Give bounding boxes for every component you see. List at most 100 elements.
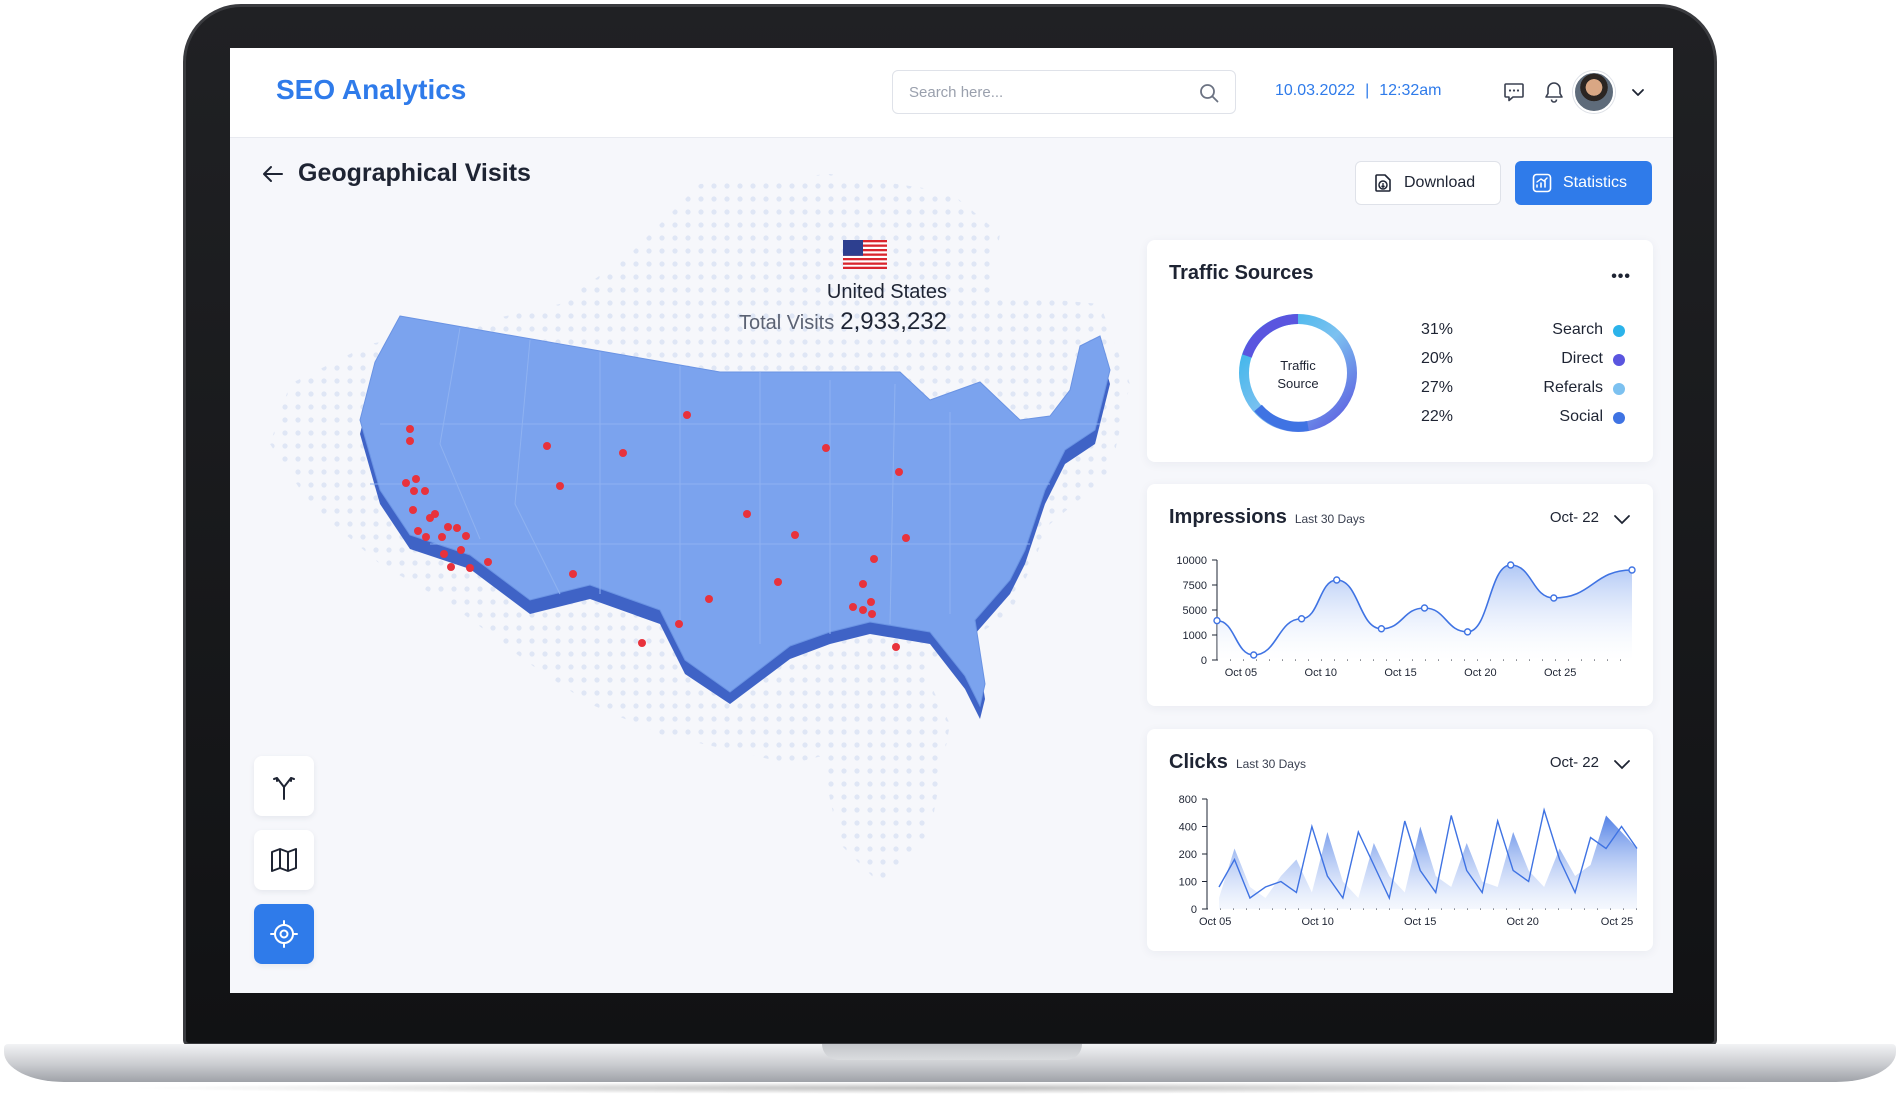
map-marker[interactable] [412, 475, 420, 483]
impressions-point[interactable] [1377, 625, 1386, 633]
impressions-point[interactable] [1550, 594, 1558, 602]
chevron-down-icon[interactable] [1613, 756, 1631, 772]
impressions-point[interactable] [1628, 566, 1636, 574]
map-marker[interactable] [743, 510, 751, 518]
map-marker[interactable] [453, 524, 461, 532]
map-marker[interactable] [774, 578, 782, 586]
impressions-point[interactable] [1333, 576, 1341, 584]
legend-pct: 31% [1421, 321, 1454, 338]
traffic-sources-card: Traffic Sources ••• Traffic Source 31% Se… [1147, 240, 1653, 462]
impressions-point[interactable] [1297, 615, 1306, 623]
map-marker[interactable] [421, 487, 429, 495]
map-marker[interactable] [619, 449, 627, 457]
impressions-point[interactable] [1250, 651, 1258, 659]
date-time: 10.03.2022 | 12:32am [1275, 82, 1442, 100]
clicks-area [1219, 815, 1637, 909]
laptop-notch [822, 1044, 1082, 1060]
legend-dot [1613, 354, 1625, 366]
legend-label: Search [1552, 321, 1603, 338]
map-marker[interactable] [859, 606, 867, 614]
legend-label: Social [1559, 408, 1603, 425]
chat-icon[interactable] [1502, 80, 1526, 104]
clicks-chart: 0 100 200 400 800 Oct 05 Oct 10 Oct 15 Oct 20 Oct… [1179, 794, 1638, 928]
map-marker[interactable] [466, 564, 474, 572]
map-marker[interactable] [409, 506, 417, 514]
bell-icon[interactable] [1542, 80, 1566, 104]
date-time-separator: | [1365, 82, 1370, 99]
legend-dot [1613, 412, 1625, 424]
y-tick-label: 200 [1179, 849, 1197, 861]
map-marker[interactable] [705, 595, 713, 603]
legend-label: Referals [1543, 379, 1603, 396]
total-visits-label: Total Visits [738, 312, 835, 334]
map-marker[interactable] [438, 533, 446, 541]
clicks-card: Clicks Last 30 Days Oct- 22 0 100 200 400 800… [1147, 729, 1653, 951]
map-marker[interactable] [683, 411, 691, 419]
state-borders [370, 327, 1100, 644]
map-marker[interactable] [444, 523, 452, 531]
x-tick-label: Oct 25 [1544, 667, 1576, 679]
map-marker[interactable] [440, 550, 448, 558]
back-arrow-icon[interactable] [262, 164, 284, 184]
download-button[interactable]: Download [1355, 161, 1501, 205]
chevron-down-icon[interactable] [1613, 511, 1631, 527]
route-icon [273, 777, 295, 800]
impressions-title: Impressions Last 30 Days [1169, 506, 1365, 529]
map-view-button[interactable] [254, 830, 314, 890]
clicks-title: Clicks Last 30 Days [1169, 751, 1306, 774]
map-marker[interactable] [422, 533, 430, 541]
laptop-shadow [120, 1082, 1780, 1094]
map-marker[interactable] [410, 487, 418, 495]
map-marker[interactable] [484, 558, 492, 566]
impressions-chart: 0 1000 5000 7500 10000 Oct 05 Oct 10 Oct 15 Oct … [1176, 555, 1636, 679]
map-marker[interactable] [556, 482, 564, 490]
map-marker[interactable] [431, 510, 439, 518]
statistics-button[interactable]: Statistics [1515, 161, 1652, 205]
map-marker[interactable] [638, 639, 646, 647]
map-marker[interactable] [791, 531, 799, 539]
search-input[interactable] [909, 81, 1189, 103]
x-tick-label: Oct 20 [1506, 916, 1538, 928]
map-marker[interactable] [569, 570, 577, 578]
page-title: Geographical Visits [298, 159, 531, 187]
map-marker[interactable] [406, 437, 414, 445]
map-marker[interactable] [902, 534, 910, 542]
avatar[interactable] [1573, 71, 1615, 113]
clicks-month[interactable]: Oct- 22 [1549, 754, 1599, 771]
map-marker[interactable] [859, 580, 867, 588]
map-marker[interactable] [870, 555, 878, 563]
visit-markers [402, 411, 910, 651]
country-name: United States [826, 281, 947, 303]
map-marker[interactable] [867, 598, 875, 606]
chevron-down-icon[interactable] [1630, 84, 1646, 100]
usa-map [359, 315, 1111, 719]
map-marker[interactable] [892, 643, 900, 651]
map-marker[interactable] [414, 527, 422, 535]
impressions-point[interactable] [1213, 616, 1221, 625]
impressions-point[interactable] [1506, 561, 1515, 569]
search-icon[interactable] [1199, 83, 1219, 103]
more-options-icon[interactable]: ••• [1611, 268, 1631, 285]
map-marker[interactable] [849, 603, 857, 611]
locate-button[interactable] [254, 904, 314, 964]
map-marker[interactable] [675, 620, 683, 628]
target-icon [270, 920, 298, 948]
map-marker[interactable] [462, 532, 470, 540]
route-tool-button[interactable] [254, 756, 314, 816]
map-marker[interactable] [822, 444, 830, 452]
map-marker[interactable] [543, 442, 551, 450]
map-marker[interactable] [895, 468, 903, 476]
impressions-point[interactable] [1420, 604, 1429, 612]
map-marker[interactable] [868, 610, 876, 618]
map-marker[interactable] [457, 546, 465, 554]
impressions-subtitle: Last 30 Days [1294, 512, 1365, 526]
donut-center-label-2: Source [1277, 376, 1318, 391]
impressions-point[interactable] [1463, 628, 1472, 636]
map-marker[interactable] [402, 479, 410, 487]
map-marker[interactable] [447, 563, 455, 571]
clicks-subtitle: Last 30 Days [1235, 757, 1306, 771]
y-tick-label: 100 [1179, 877, 1197, 889]
impressions-month[interactable]: Oct- 22 [1549, 509, 1599, 526]
map-marker[interactable] [406, 425, 414, 433]
current-time: 12:32am [1379, 82, 1442, 99]
